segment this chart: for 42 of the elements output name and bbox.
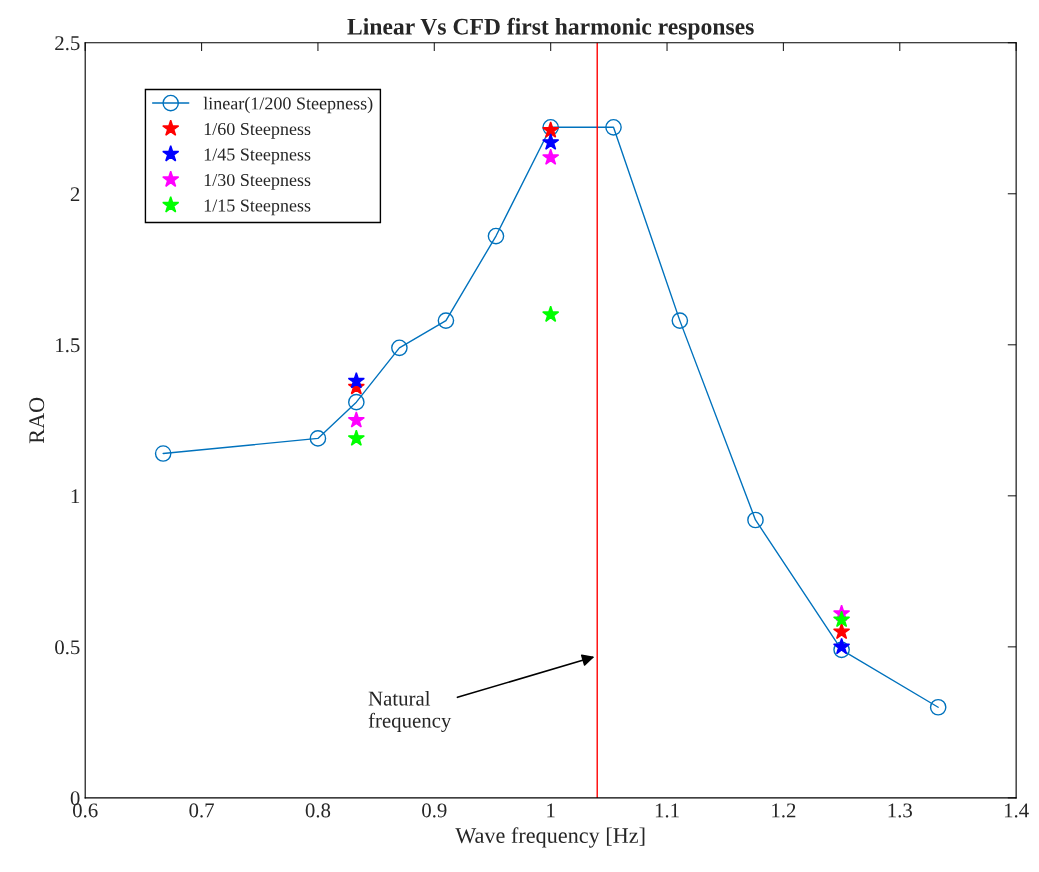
legend-label: 1/45 Steepness (204, 148, 311, 165)
y-axis-title: RAO (29, 397, 45, 444)
point (605, 118, 622, 136)
point (832, 622, 851, 640)
point (542, 133, 560, 150)
point (154, 445, 172, 462)
point (487, 227, 505, 245)
x-tick-label: 1.4 (1004, 803, 1029, 818)
y-tick-label: 0.5 (55, 640, 80, 655)
point (542, 305, 560, 323)
x-tick-label: 0.7 (189, 803, 214, 818)
point (437, 312, 455, 329)
point (347, 411, 365, 428)
point (391, 339, 408, 357)
y-tick-label: 1.5 (56, 338, 80, 353)
point (347, 429, 365, 446)
point (747, 511, 764, 529)
point (671, 312, 689, 329)
x-tick-label: 1.3 (888, 803, 912, 818)
point (542, 148, 560, 165)
point (347, 372, 365, 389)
point (929, 698, 947, 716)
x-tick-label: 1 (547, 803, 555, 818)
x-axis-title: Wave frequency [Hz] (455, 827, 645, 848)
x-tick-label: 1.1 (655, 803, 679, 818)
legend-label: 1/60 Steepness (204, 122, 311, 139)
legend-label: 1/15 Steepness (204, 199, 311, 216)
point (309, 430, 327, 447)
annotation: Natural frequency (368, 690, 452, 732)
y-tick-label: 2 (70, 187, 80, 201)
y-tick-label: 1 (71, 489, 80, 504)
legend-label: 1/30 Steepness (204, 173, 311, 190)
point (348, 393, 365, 411)
point (833, 641, 850, 659)
x-tick-label: 1.2 (772, 803, 796, 818)
point (832, 610, 851, 628)
legend-label: linear(1/200 Steepness) (203, 96, 373, 114)
y-tick-label: 2.5 (55, 36, 80, 51)
x-tick-label: 0.9 (422, 803, 447, 818)
chart-title: Linear Vs CFD first harmonic responses (347, 17, 754, 40)
x-tick-label: 0.8 (305, 803, 331, 818)
point (832, 637, 851, 655)
